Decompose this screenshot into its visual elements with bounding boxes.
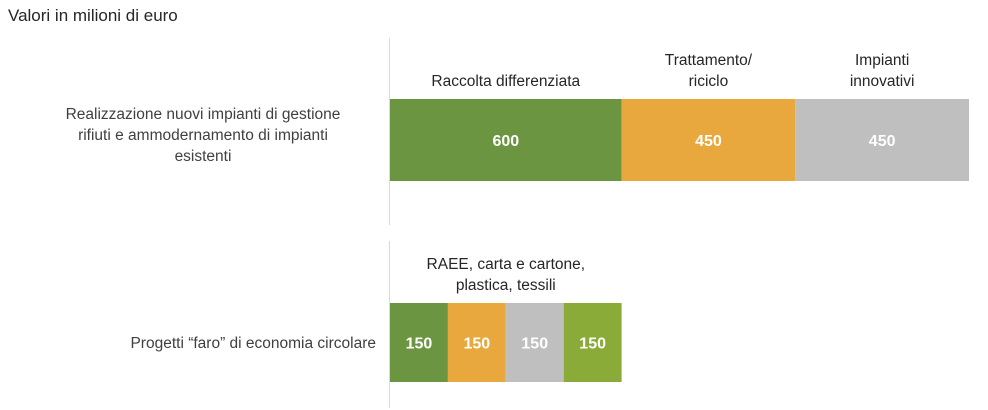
bar-segment [621, 99, 796, 181]
bar-segment [447, 303, 506, 382]
segment-label: riciclo [689, 73, 729, 90]
segment-label: RAEE, carta e cartone, [427, 256, 586, 273]
category-label-line: rifiuti e ammodernamento di impianti [78, 127, 328, 144]
segment-label: Raccolta differenziata [431, 73, 580, 90]
category-label-line: esistenti [174, 148, 232, 165]
bar-segment [390, 303, 448, 382]
segment-label: innovativi [850, 73, 915, 90]
data-label: 150 [463, 336, 490, 353]
data-label: 150 [579, 336, 606, 353]
bar-segment [563, 303, 622, 382]
category-label-line: Progetti “faro” di economia circolare [130, 335, 376, 352]
data-label: 450 [869, 133, 896, 150]
data-label: 150 [406, 336, 433, 353]
bar-segment [795, 99, 969, 181]
bar-segment [390, 99, 622, 181]
segment-label: plastica, tessili [456, 277, 556, 294]
category-label-impianti: Realizzazione nuovi impianti di gestione… [38, 104, 368, 167]
category-label-line: Realizzazione nuovi impianti di gestione [65, 106, 341, 123]
segment-label: Trattamento/ [665, 52, 753, 69]
segment-label: Impianti [855, 52, 909, 69]
category-label-faro: Progetti “faro” di economia circolare [36, 333, 376, 354]
data-label: 150 [521, 336, 548, 353]
bar-segment [505, 303, 564, 382]
data-label: 600 [492, 133, 519, 150]
data-label: 450 [695, 133, 722, 150]
chart-subtitle: Valori in milioni di euro [8, 6, 178, 25]
